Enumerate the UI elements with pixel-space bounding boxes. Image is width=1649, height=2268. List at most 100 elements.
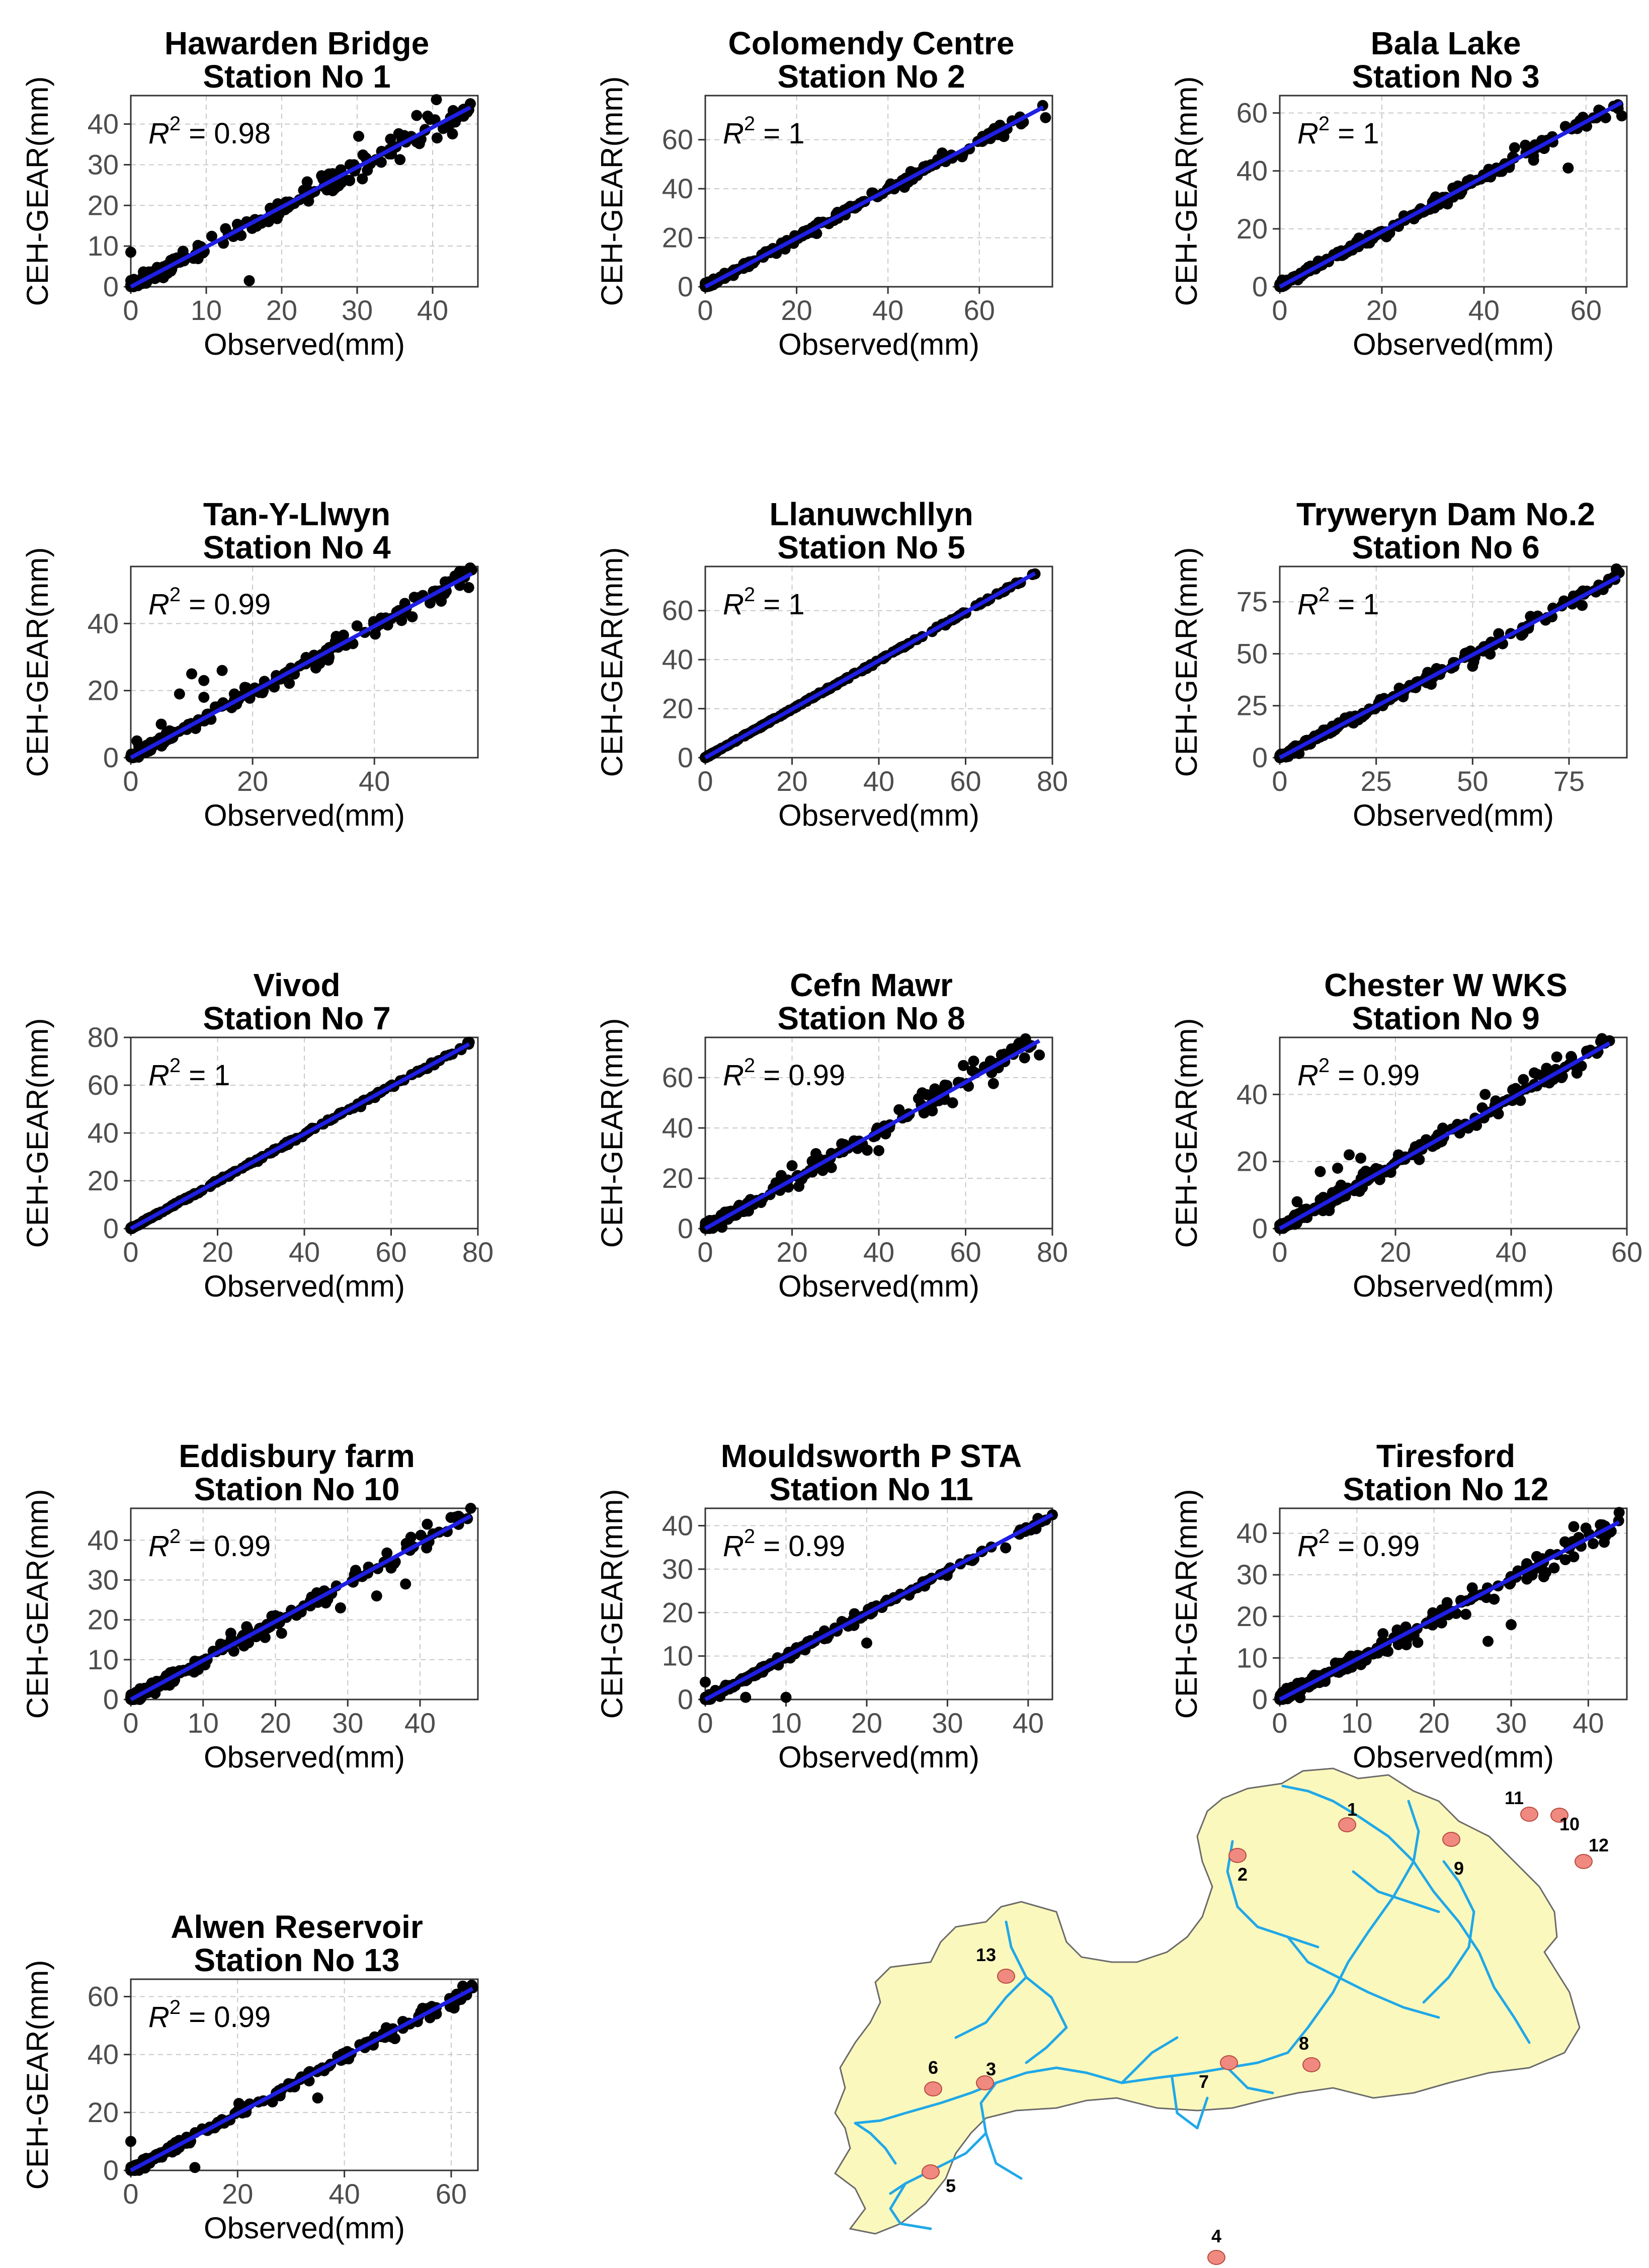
data-point xyxy=(353,130,364,142)
x-axis-title: Observed(mm) xyxy=(1353,798,1554,832)
data-point xyxy=(740,1691,752,1703)
chart-subtitle: Station No 11 xyxy=(769,1471,973,1507)
data-point xyxy=(312,2092,323,2104)
data-point xyxy=(1588,1538,1599,1550)
y-tick-label: 40 xyxy=(88,2039,119,2070)
r-squared-label: R2 = 0.99 xyxy=(723,1525,845,1563)
r-exponent: 2 xyxy=(1318,1525,1330,1548)
data-point xyxy=(400,1578,411,1590)
y-axis-title: CEH-GEAR(mm) xyxy=(21,547,54,777)
y-tick-label: 40 xyxy=(1236,155,1268,187)
chart-subtitle: Station No 7 xyxy=(203,1000,390,1036)
data-point xyxy=(786,1160,798,1171)
panel-border xyxy=(130,1978,479,2171)
data-point xyxy=(1476,1102,1488,1113)
x-tick-label: 0 xyxy=(123,294,138,326)
chart-title: Bala Lake xyxy=(1371,25,1521,61)
r-exponent: 2 xyxy=(1318,1055,1330,1077)
chart-title: Chester W WKS xyxy=(1324,967,1568,1003)
y-axis-title: CEH-GEAR(mm) xyxy=(21,1960,54,2190)
x-axis-title: Observed(mm) xyxy=(204,1740,405,1774)
data-point xyxy=(447,128,458,140)
x-tick-label: 10 xyxy=(1341,1707,1372,1739)
r-symbol: R xyxy=(723,1059,744,1092)
data-point xyxy=(1613,1507,1625,1518)
chart-title: Llanuwchllyn xyxy=(769,496,973,532)
fit-line xyxy=(704,1512,1053,1702)
r-squared-label: R2 = 0.99 xyxy=(148,584,271,621)
data-point xyxy=(947,1097,958,1108)
x-tick-label: 20 xyxy=(1380,1236,1411,1268)
fit-line xyxy=(1279,1520,1620,1702)
x-tick-label: 40 xyxy=(872,294,903,326)
data-point xyxy=(445,1512,457,1523)
r-value: 0.99 xyxy=(788,1059,845,1092)
data-point xyxy=(1595,1519,1606,1530)
chart-subtitle: Station No 12 xyxy=(1343,1471,1549,1507)
x-tick-label: 30 xyxy=(332,1707,363,1739)
chart-title: Tiresford xyxy=(1376,1438,1515,1474)
chart-subtitle: Station No 5 xyxy=(777,529,965,565)
y-tick-label: 40 xyxy=(88,1524,119,1556)
y-tick-label: 0 xyxy=(103,1683,119,1715)
station-label: 7 xyxy=(1199,2071,1209,2092)
y-tick-label: 0 xyxy=(1252,1212,1268,1244)
r-squared-label: R2 = 1 xyxy=(148,1055,230,1092)
x-axis-title: Observed(mm) xyxy=(778,1269,979,1303)
data-point xyxy=(351,620,363,632)
data-point xyxy=(1526,1569,1538,1581)
data-point xyxy=(1510,1083,1522,1094)
x-axis-title: Observed(mm) xyxy=(1353,1269,1554,1303)
data-point xyxy=(1314,1166,1326,1177)
r-symbol: R xyxy=(723,588,744,621)
r-squared-label: R2 = 0.99 xyxy=(723,1055,845,1092)
x-tick-label: 0 xyxy=(1272,1707,1287,1739)
data-point xyxy=(465,1503,476,1514)
x-tick-label: 60 xyxy=(964,294,995,326)
x-tick-label: 80 xyxy=(1037,765,1068,797)
data-point xyxy=(454,566,465,577)
chart-title: Cefn Mawr xyxy=(790,967,953,1003)
x-tick-label: 40 xyxy=(863,765,894,797)
x-tick-label: 0 xyxy=(123,1707,138,1739)
y-tick-label: 60 xyxy=(662,124,693,155)
data-point xyxy=(775,1170,787,1181)
data-point xyxy=(1000,1542,1012,1554)
data-point xyxy=(431,94,442,106)
station-marker xyxy=(1302,2057,1321,2072)
x-tick-label: 0 xyxy=(697,1707,713,1739)
y-tick-label: 10 xyxy=(88,1644,119,1675)
chart-title: Eddisbury farm xyxy=(179,1438,415,1474)
river xyxy=(1281,1785,1531,2044)
data-point xyxy=(243,275,255,286)
river xyxy=(1120,2036,1179,2084)
data-point xyxy=(431,132,443,144)
r-value: 0.99 xyxy=(1363,1059,1420,1092)
x-tick-label: 40 xyxy=(1013,1707,1044,1739)
data-point xyxy=(780,1691,792,1703)
x-tick-label: 60 xyxy=(436,2178,467,2210)
data-point xyxy=(422,1518,433,1530)
data-point xyxy=(1568,1521,1580,1532)
y-tick-label: 20 xyxy=(88,2096,119,2128)
station-label: 5 xyxy=(946,2175,956,2196)
data-point xyxy=(1412,1637,1424,1648)
y-tick-label: 0 xyxy=(103,742,119,773)
data-point xyxy=(189,2162,201,2173)
chart-title: Alwen Reservoir xyxy=(171,1909,423,1945)
r-exponent: 2 xyxy=(744,113,755,135)
y-tick-label: 20 xyxy=(88,189,119,221)
data-point xyxy=(206,230,217,242)
r-squared-label: R2 = 0.99 xyxy=(148,1525,271,1563)
river xyxy=(1226,2066,1274,2094)
station-label: 4 xyxy=(1211,2226,1221,2246)
data-point xyxy=(463,582,474,593)
data-point xyxy=(125,2136,136,2147)
y-tick-label: 20 xyxy=(662,693,693,724)
x-tick-label: 20 xyxy=(776,765,807,797)
river xyxy=(1171,2076,1209,2130)
fit-line xyxy=(130,572,473,760)
data-point xyxy=(893,1104,905,1115)
